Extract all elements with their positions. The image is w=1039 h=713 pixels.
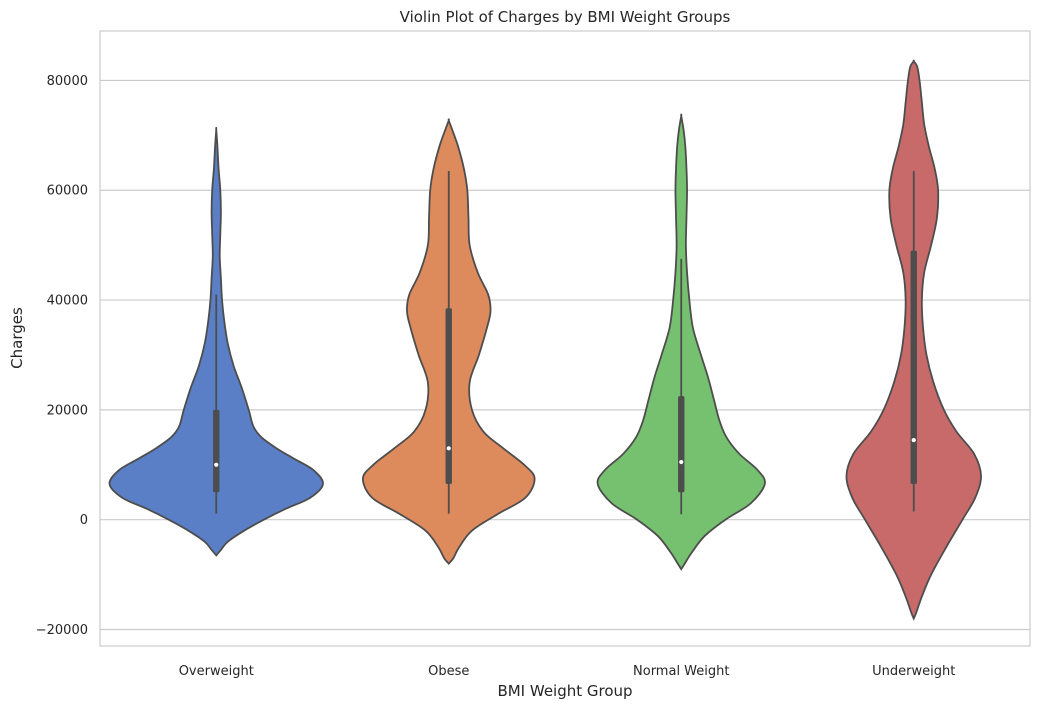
x-axis-ticks: Overweight Obese Normal Weight Underweight xyxy=(179,664,956,679)
y-axis-label: Charges xyxy=(8,307,26,369)
x-tick-label: Obese xyxy=(428,664,469,679)
y-tick-label: 0 xyxy=(80,513,88,528)
violin-median-dot xyxy=(446,446,451,451)
violin-group xyxy=(596,113,766,571)
violin-iqr-box xyxy=(213,409,220,493)
y-tick-label: 20000 xyxy=(47,403,88,418)
violin-iqr-box xyxy=(678,396,685,493)
violin-group xyxy=(362,118,536,566)
y-tick-label: 80000 xyxy=(47,74,88,89)
violin-group xyxy=(845,59,982,621)
violin-group xyxy=(108,126,324,557)
y-axis-ticks: −20000 0 20000 40000 60000 80000 xyxy=(36,74,88,638)
violin-median-dot xyxy=(679,459,684,465)
chart-title: Violin Plot of Charges by BMI Weight Gro… xyxy=(400,8,731,26)
x-tick-label: Underweight xyxy=(872,664,955,679)
x-axis-label: BMI Weight Group xyxy=(497,682,632,700)
violin-median-dot xyxy=(911,437,916,443)
y-tick-label: 40000 xyxy=(47,294,88,309)
x-tick-label: Normal Weight xyxy=(633,664,729,679)
violin-layer xyxy=(108,59,982,621)
violin-iqr-box xyxy=(445,308,452,485)
violin-iqr-box xyxy=(910,250,917,485)
violin-median-dot xyxy=(214,462,219,467)
x-tick-label: Overweight xyxy=(179,664,254,679)
y-tick-label: 60000 xyxy=(47,184,88,199)
plot-area-frame xyxy=(99,30,1031,647)
y-tick-label: −20000 xyxy=(36,623,88,638)
